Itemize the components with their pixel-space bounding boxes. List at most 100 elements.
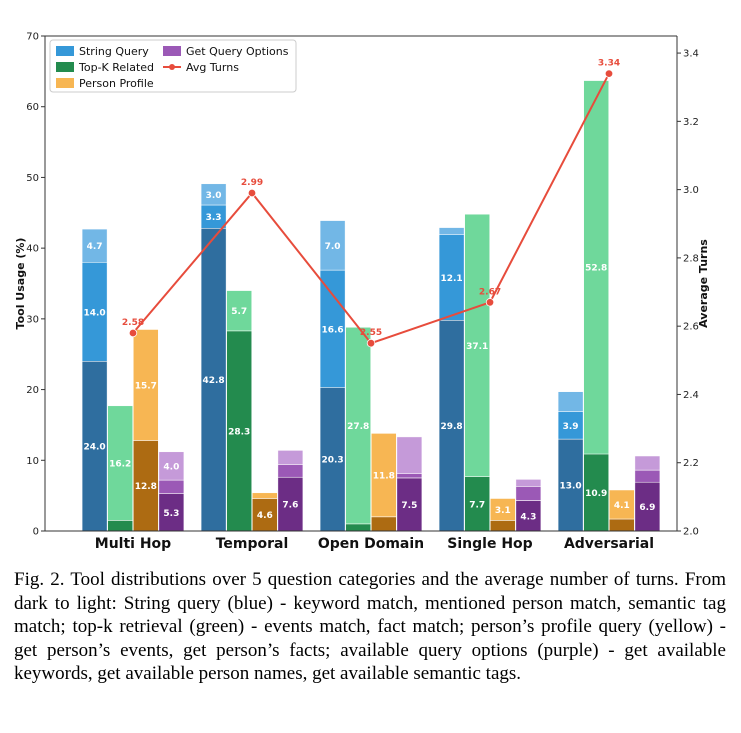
bar-string-query-single-hop-layer-3: [438, 227, 465, 235]
bar-top-k-related-single-hop-layer-1: [464, 476, 490, 532]
avg-turns-label-temporal: 2.99: [241, 178, 263, 188]
legend-label-avg-turns: Avg Turns: [186, 61, 239, 74]
y2-axis-title: Average Turns: [697, 239, 710, 328]
avg-turns-point-multi-hop: [128, 328, 138, 338]
y-tick-label: 30: [26, 314, 39, 325]
x-tick-label-adversarial: Adversarial: [564, 536, 654, 552]
data-label-string-query-open-domain: 7.0: [325, 242, 341, 252]
data-label-top-k-related-temporal: 28.3: [228, 427, 250, 437]
data-label-string-query-single-hop: 29.8: [440, 422, 462, 432]
bar-string-query-multi-hop-layer-1: [81, 361, 108, 532]
data-label-get-query-options-multi-hop: 4.0: [163, 462, 179, 472]
bar-get-query-options-multi-hop-layer-2: [158, 479, 185, 494]
data-label-string-query-multi-hop: 4.7: [87, 242, 103, 252]
data-label-top-k-related-multi-hop: 16.2: [109, 460, 131, 470]
data-label-person-profile-multi-hop: 15.7: [135, 382, 157, 392]
bar-string-query-single-hop-layer-1: [438, 320, 465, 532]
bar-get-query-options-open-domain-layer-3: [396, 436, 423, 474]
legend-swatch-person-profile: [56, 78, 74, 88]
bar-string-query-multi-hop-layer-2: [81, 262, 108, 362]
x-tick-label-single-hop: Single Hop: [447, 536, 532, 552]
bar-top-k-related-adversarial-layer-2: [583, 80, 609, 455]
bar-get-query-options-open-domain-layer-1: [396, 477, 423, 532]
data-label-string-query-open-domain: 20.3: [321, 456, 343, 466]
avg-turns-point-open-domain: [366, 339, 376, 348]
bar-string-query-open-domain-layer-3: [319, 220, 346, 271]
bar-string-query-adversarial-layer-3: [557, 391, 584, 412]
y2-tick-label: 2.8: [683, 253, 699, 264]
bar-person-profile-open-domain-layer-1: [371, 516, 397, 532]
legend-swatch-marker: [169, 64, 175, 70]
bar-person-profile-temporal-layer-2: [252, 492, 278, 499]
legend-label-person-profile: Person Profile: [79, 77, 154, 90]
data-label-top-k-related-single-hop: 7.7: [469, 500, 485, 510]
y-axis-title: Tool Usage (%): [14, 238, 27, 330]
legend-swatch-top-k-related: [56, 62, 74, 72]
figure-caption: Fig. 2. Tool distributions over 5 questi…: [14, 569, 726, 684]
y-tick-label: 10: [26, 456, 39, 467]
y-tick-label: 60: [26, 102, 39, 113]
legend-label-top-k-related: Top-K Related: [78, 61, 154, 74]
y-tick-label: 0: [33, 527, 39, 538]
bar-get-query-options-adversarial-layer-2: [634, 469, 661, 483]
bar-person-profile-adversarial-layer-1: [609, 518, 635, 532]
data-label-top-k-related-open-domain: 27.8: [347, 422, 369, 432]
y-tick-label: 40: [26, 244, 39, 255]
legend-swatch-string-query: [56, 46, 74, 56]
data-label-string-query-adversarial: 13.0: [559, 482, 581, 492]
x-tick-label-open-domain: Open Domain: [318, 536, 424, 552]
axes-layer: 0 10 20 30 40 50 60 70 2.0 2.2 2.4 2.6 2.8 3.0 3.2 3.4 M…: [14, 32, 710, 553]
bars-layer: 24.0 14.0 4.7 42.8 3.3 3.0 20.3 16.6 7.0 29.8 12.1…: [81, 80, 661, 532]
legend-swatch-get-query-options: [163, 46, 181, 56]
avg-turns-label-open-domain: 2.55: [360, 328, 382, 338]
avg-turns-point-adversarial: [604, 69, 614, 78]
data-label-get-query-options-multi-hop: 5.3: [163, 509, 179, 519]
bar-get-query-options-open-domain-layer-2: [396, 473, 423, 479]
y-tick-label: 50: [26, 173, 39, 184]
bar-person-profile-temporal-layer-1: [252, 498, 278, 532]
data-label-person-profile-multi-hop: 12.8: [135, 482, 157, 492]
bar-string-query-single-hop-layer-2: [438, 234, 465, 321]
bar-get-query-options-temporal-layer-2: [277, 464, 304, 478]
data-label-top-k-related-single-hop: 37.1: [466, 342, 488, 352]
bar-top-k-related-single-hop-layer-2: [464, 213, 490, 477]
bar-person-profile-single-hop-layer-2: [490, 498, 516, 521]
bar-string-query-multi-hop-layer-3: [81, 228, 108, 263]
y2-tick-label: 3.0: [683, 185, 699, 196]
bar-top-k-related-multi-hop-layer-2: [107, 405, 133, 521]
data-label-string-query-multi-hop: 24.0: [83, 443, 105, 453]
y-tick-label: 20: [26, 385, 39, 396]
avg-turns-point-temporal: [247, 188, 257, 198]
avg-turns-layer: 2.58 2.99 2.55 2.67 3.34: [122, 59, 620, 348]
data-label-top-k-related-adversarial: 52.8: [585, 264, 607, 274]
x-tick-label-multi-hop: Multi Hop: [95, 536, 171, 552]
legend: String Query Top-K Related Person Profile G…: [49, 39, 297, 93]
data-label-get-query-options-single-hop: 4.3: [520, 512, 536, 522]
bar-string-query-open-domain-layer-1: [319, 387, 346, 532]
data-label-person-profile-open-domain: 11.8: [373, 472, 395, 482]
bar-top-k-related-temporal-layer-1: [226, 330, 252, 532]
bar-get-query-options-multi-hop-layer-3: [158, 451, 185, 481]
bar-get-query-options-temporal-layer-1: [277, 477, 304, 532]
bar-string-query-temporal-layer-1: [200, 228, 227, 532]
avg-turns-point-single-hop: [485, 298, 495, 307]
bar-person-profile-multi-hop-layer-2: [133, 329, 159, 441]
data-label-string-query-adversarial: 3.9: [563, 422, 579, 432]
data-label-person-profile-temporal: 4.6: [257, 511, 273, 521]
bar-string-query-adversarial-layer-2: [557, 411, 584, 440]
data-label-string-query-single-hop: 12.1: [440, 274, 462, 284]
bar-string-query-open-domain-layer-2: [319, 269, 346, 388]
bar-string-query-adversarial-layer-1: [557, 438, 584, 532]
bar-get-query-options-multi-hop-layer-1: [158, 493, 185, 532]
data-label-top-k-related-adversarial: 10.9: [585, 489, 607, 499]
bar-string-query-temporal-layer-3: [200, 183, 227, 206]
bar-top-k-related-temporal-layer-2: [226, 290, 252, 332]
data-label-string-query-multi-hop: 14.0: [83, 308, 105, 318]
data-label-top-k-related-temporal: 5.7: [231, 307, 247, 317]
data-label-person-profile-single-hop: 3.1: [495, 506, 511, 516]
data-label-string-query-temporal: 3.0: [206, 191, 222, 201]
avg-turns-label-adversarial: 3.34: [598, 59, 620, 69]
data-label-get-query-options-temporal: 7.6: [282, 501, 298, 511]
y2-tick-label: 2.4: [683, 390, 699, 401]
data-label-person-profile-adversarial: 4.1: [614, 501, 630, 511]
